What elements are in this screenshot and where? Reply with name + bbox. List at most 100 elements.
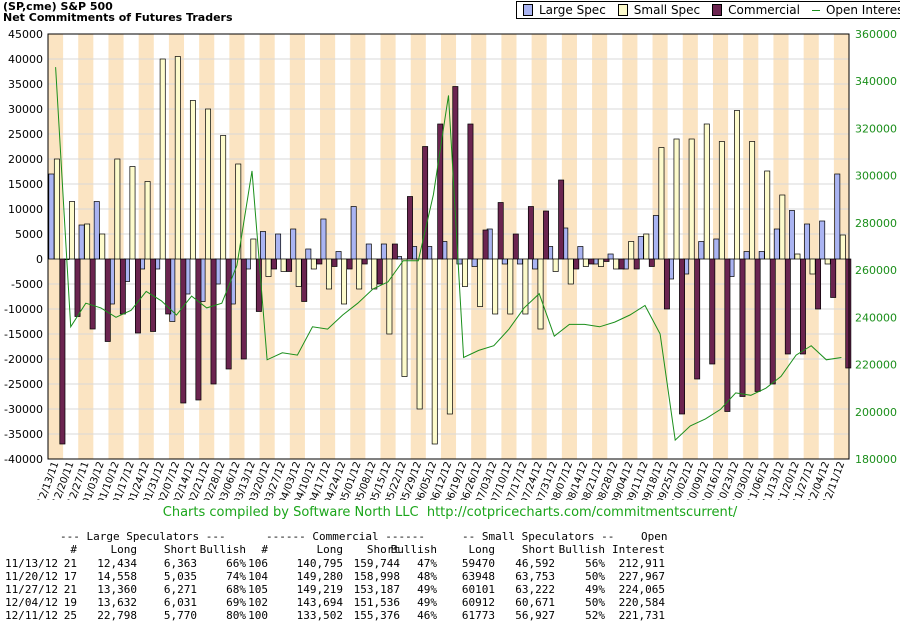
commercial-bar — [104, 258, 111, 342]
table-cell-sl: 59470 — [461, 557, 495, 570]
small-spec-bar — [69, 201, 75, 260]
left-axis-tick-label: -15000 — [4, 328, 43, 341]
table-cell-cs: 155,376 — [353, 609, 400, 622]
small-spec-bar — [325, 258, 332, 290]
commercial-bar — [225, 258, 232, 370]
commercial-bar — [135, 258, 141, 334]
table-cell-sl: 63948 — [461, 570, 495, 583]
commercial-bar — [407, 196, 413, 260]
large-spec-bar — [758, 251, 765, 260]
table-row-date: 12/11/12 — [5, 609, 58, 622]
commercial-bar — [618, 258, 625, 270]
commercial-bar — [754, 258, 761, 392]
left-axis-tick-label: 20000 — [8, 153, 43, 166]
commercial-bar — [724, 258, 731, 412]
commercial-bar — [437, 123, 444, 260]
left-axis-tick-label: -20000 — [4, 353, 43, 366]
large-spec-bar — [743, 251, 750, 260]
small-spec-bar — [507, 258, 514, 315]
large-spec-bar — [788, 210, 795, 260]
table-header-oi: Interest — [612, 543, 665, 556]
table-cell-sb: 49% — [585, 583, 605, 596]
small-spec-bar — [643, 233, 650, 260]
table-cell-lc: 21 — [63, 583, 77, 596]
commercial-bar — [391, 243, 398, 260]
small-spec-bar — [144, 181, 151, 260]
small-spec-bar — [673, 138, 680, 260]
table-cell-ll: 13,632 — [97, 596, 137, 609]
table-group-large-speculators: --- Large Speculators --- — [60, 530, 226, 543]
plot-band — [259, 34, 275, 459]
small-spec-bar — [779, 194, 786, 260]
table-cell-sb: 56% — [585, 557, 605, 570]
table-cell-cb: 49% — [417, 583, 437, 596]
commercial-bar — [467, 123, 474, 260]
small-spec-bar — [764, 170, 771, 260]
table-cell-ss: 60,671 — [515, 596, 555, 609]
left-axis-tick-label: 30000 — [8, 103, 43, 116]
table-cell-ll: 14,558 — [97, 570, 137, 583]
table-cell-cc: 104 — [248, 570, 268, 583]
small-spec-bar — [839, 234, 846, 260]
plot-band — [350, 34, 366, 459]
commercial-bar — [694, 258, 701, 380]
large-spec-bar — [501, 258, 508, 265]
small-spec-bar — [446, 258, 453, 415]
small-spec-bar — [809, 258, 816, 275]
small-spec-bar — [189, 100, 196, 260]
commercial-bar — [648, 258, 655, 267]
commercial-bar — [59, 258, 66, 445]
left-axis-tick-label: 10000 — [8, 203, 43, 216]
right-axis-tick-label: 300000 — [855, 170, 897, 183]
large-spec-bar — [365, 243, 372, 260]
small-spec-bar — [220, 135, 227, 260]
large-spec-bar — [275, 233, 282, 260]
table-cell-cc: 100 — [248, 609, 268, 622]
large-spec-bar — [335, 251, 342, 260]
commercial-bar — [845, 258, 852, 369]
large-spec-bar — [350, 206, 357, 260]
table-cell-ls: 6,031 — [163, 596, 197, 609]
table-row-date: 12/04/12 — [5, 596, 58, 609]
left-axis-tick-label: 45000 — [8, 28, 43, 41]
commercial-bar — [316, 258, 323, 265]
commercial-bar — [830, 258, 837, 298]
small-spec-bar — [386, 258, 393, 335]
small-spec-bar — [598, 258, 604, 267]
table-group-open: Open — [641, 530, 668, 543]
commercial-bar — [543, 210, 549, 260]
commercial-bar — [376, 258, 383, 285]
table-cell-cc: 105 — [248, 583, 268, 596]
large-spec-bar — [516, 258, 523, 265]
table-cell-ls: 5,770 — [163, 609, 197, 622]
table-cell-oi: 221,731 — [618, 609, 665, 622]
small-spec-bar — [341, 258, 348, 305]
commercial-bar — [558, 179, 565, 260]
right-axis-tick-label: 180000 — [855, 453, 897, 466]
table-cell-ll: 12,434 — [97, 557, 137, 570]
table-header-sb: Bullish — [558, 543, 605, 556]
table-cell-lb: 80% — [226, 609, 246, 622]
plot-band — [592, 34, 608, 459]
large-spec-bar — [532, 258, 538, 270]
commercial-bar — [195, 258, 202, 401]
table-cell-ls: 6,271 — [163, 583, 197, 596]
table-row-date: 11/13/12 — [5, 557, 58, 570]
left-axis-tick-label: 40000 — [8, 53, 43, 66]
small-spec-bar — [658, 147, 665, 260]
table-cell-cl: 140,795 — [296, 557, 343, 570]
table-row-date: 11/20/12 — [5, 570, 58, 583]
left-axis-tick-label: -5000 — [11, 278, 43, 291]
small-spec-bar — [310, 258, 317, 270]
table-cell-lc: 17 — [63, 570, 77, 583]
table-cell-lb: 69% — [226, 596, 246, 609]
commercial-bar — [603, 258, 610, 262]
commercial-bar — [633, 258, 640, 270]
left-axis-tick-label: -10000 — [4, 303, 43, 316]
legend-label-large-spec: Large Spec — [539, 3, 606, 17]
table-header-sl: Long — [468, 543, 496, 556]
table-cell-sb: 50% — [585, 596, 605, 609]
small-spec-bar — [522, 258, 529, 315]
table-cell-cb: 48% — [417, 570, 437, 583]
small-spec-bar — [582, 258, 589, 267]
